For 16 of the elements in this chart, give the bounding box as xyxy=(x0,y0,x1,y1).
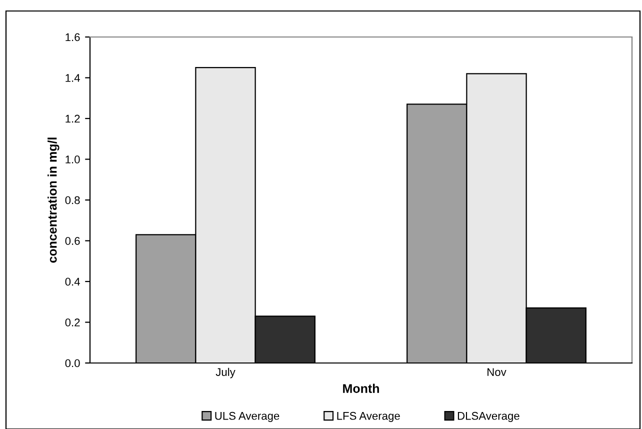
y-tick-label: 0.6 xyxy=(65,237,80,245)
y-tick-label: 1.2 xyxy=(66,114,80,123)
x-axis-title: Month xyxy=(343,384,379,393)
x-tick-label: July xyxy=(216,368,236,378)
y-tick-label: 0.4 xyxy=(65,278,80,286)
y-tick-label: 1.6 xyxy=(66,33,80,42)
y-axis-title: concentration in mg/l xyxy=(48,138,60,263)
y-tick-label: 0.0 xyxy=(65,359,80,368)
y-tick-label: 1.0 xyxy=(66,156,80,164)
legend-label: ULS Average xyxy=(215,412,280,422)
y-tick-label: 0.8 xyxy=(65,196,80,204)
y-tick-label: 0.2 xyxy=(65,318,80,326)
legend-label: LFS Average xyxy=(337,412,400,422)
x-tick-label: Nov xyxy=(488,368,506,376)
y-tick-label: 1.4 xyxy=(66,74,80,82)
legend-label: DLSAverage xyxy=(458,412,520,422)
